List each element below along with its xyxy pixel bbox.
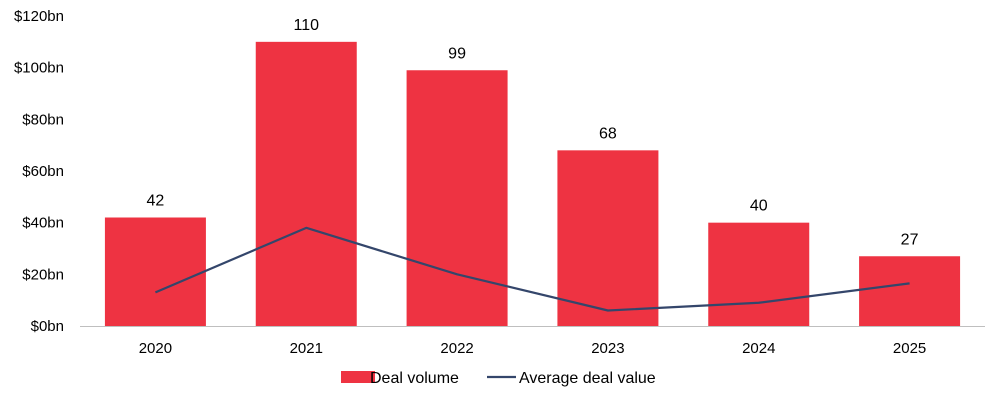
legend-label-deal-volume: Deal volume xyxy=(370,370,459,387)
y-axis: $0bn $20bn $40bn $60bn $80bn $100bn $120bn xyxy=(14,8,64,335)
y-tick-label: $20bn xyxy=(22,266,64,283)
x-tick-label: 2021 xyxy=(290,340,323,357)
x-tick-label: 2025 xyxy=(893,340,926,357)
bar-deal-volume-2021 xyxy=(255,41,357,326)
bar-deal-volume-2024 xyxy=(708,222,810,326)
x-tick-label: 2024 xyxy=(742,340,775,357)
bar-data-label: 40 xyxy=(750,198,768,215)
bar-data-labels: 42 110 99 68 40 27 xyxy=(147,17,919,248)
bar-data-label: 68 xyxy=(599,125,617,142)
x-axis: 2020 2021 2022 2023 2024 2025 xyxy=(80,326,985,357)
x-tick-label: 2022 xyxy=(440,340,473,357)
bar-data-label: 99 xyxy=(448,45,466,62)
x-tick-label: 2020 xyxy=(139,340,172,357)
legend-label-average-deal-value: Average deal value xyxy=(519,370,656,387)
line-average-deal-value xyxy=(154,226,910,312)
average-deal-value-line-layer xyxy=(154,226,910,312)
y-tick-label: $40bn xyxy=(22,215,64,232)
y-tick-label: $60bn xyxy=(22,163,64,180)
y-tick-label: $100bn xyxy=(14,60,64,77)
y-tick-label: $120bn xyxy=(14,8,64,25)
bar-data-label: 27 xyxy=(901,231,919,248)
bar-data-label: 42 xyxy=(147,193,165,210)
bars xyxy=(104,41,961,326)
bar-deal-volume-2022 xyxy=(406,70,508,326)
x-tick-label: 2023 xyxy=(591,340,624,357)
legend: Deal volume Average deal value xyxy=(341,370,656,387)
bar-deal-volume-2020 xyxy=(104,217,206,326)
legend-swatch-deal-volume xyxy=(341,371,375,383)
bar-deal-volume-2025 xyxy=(859,256,961,326)
bar-data-label: 110 xyxy=(293,17,319,34)
y-tick-label: $0bn xyxy=(31,318,64,335)
bar-deal-volume-2023 xyxy=(557,150,659,326)
y-tick-label: $80bn xyxy=(22,111,64,128)
